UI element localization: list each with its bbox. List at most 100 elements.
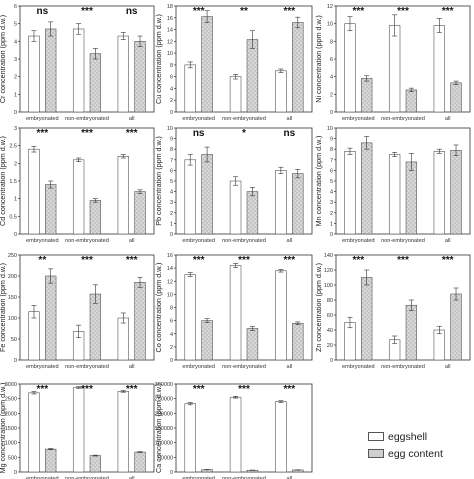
x-tick-label: non-embryonated [381,238,425,244]
bar-eggshell [275,270,287,361]
x-tick-label: non-embryonated [65,476,109,479]
legend-label-egg-content: egg content [388,447,443,460]
bar-eggshell [433,151,445,235]
y-tick-label: 8 [170,147,173,153]
y-axis-label: Fe concentration (ppm d.w.) [0,263,7,352]
x-tick-label: embryonated [182,364,215,370]
plot-frame [19,383,155,473]
x-tick-label: embryonated [342,238,375,244]
significance-label: *** [397,255,409,266]
y-tick-label: 12 [327,4,333,10]
y-tick-label: 2 [14,161,17,167]
y-tick-label: 100000 [155,441,173,447]
y-tick-label: 16 [167,16,173,22]
y-axis-label: Cd concentration (ppm d.w.) [0,136,7,226]
y-tick-label: 120 [324,268,333,274]
x-tick-label: all [445,116,451,122]
bar-egg-content [246,39,259,113]
y-tick-label: 1 [330,221,333,227]
bar-egg-content [89,200,102,235]
bar-eggshell [275,70,287,113]
significance-label: *** [126,384,138,395]
y-tick-label: 0 [14,470,17,476]
bar-eggshell [28,148,40,235]
y-tick-label: 1000 [5,441,17,447]
x-tick-label: non-embryonated [65,116,109,122]
bar-eggshell [117,391,129,473]
bar-egg-content [361,277,373,361]
y-tick-label: 3 [14,126,17,132]
y-tick-label: 150 [8,295,17,301]
bar-eggshell [344,322,356,361]
bar-eggshell [184,64,196,113]
x-tick-label: all [445,364,451,370]
y-tick-label: 250 [8,253,17,259]
y-tick-label: 0 [330,232,333,238]
y-tick-label: 80 [327,298,333,304]
y-tick-label: 8 [170,306,173,312]
significance-label: ns [193,128,205,139]
y-tick-label: 140 [324,253,333,259]
x-tick-label: non-embryonated [381,116,425,122]
x-tick-label: embryonated [182,116,215,122]
y-tick-label: 150000 [155,426,173,432]
bar-egg-content [405,161,418,235]
x-tick-label: all [287,364,293,370]
y-tick-label: 100 [324,283,333,289]
y-tick-label: 4 [170,190,173,196]
significance-label: *** [36,128,48,139]
x-tick-label: non-embryonated [65,364,109,370]
bar-eggshell [229,396,242,473]
y-tick-label: 9 [170,137,173,143]
bar-egg-content [361,142,373,235]
y-tick-label: 3 [330,200,333,206]
y-tick-label: 14 [167,266,173,272]
bar-egg-content [45,275,57,361]
bar-eggshell [229,180,242,235]
plot-frame [335,254,471,361]
y-axis-label: Ni concentration (ppm d.w.) [314,15,323,103]
x-tick-label: embryonated [26,238,59,244]
bar-egg-content [134,451,146,473]
y-tick-label: 2 [330,92,333,98]
y-tick-label: 4 [330,190,333,196]
significance-label: *** [81,6,93,17]
y-tick-label: 16 [167,253,173,259]
y-tick-label: 0 [170,110,173,116]
bar-eggshell [433,25,445,113]
y-axis-label: Mg concentration (ppm d.w.) [0,383,7,474]
y-tick-label: 8 [170,63,173,69]
y-tick-label: 6 [330,168,333,174]
significance-label: ** [240,6,248,17]
y-tick-label: 1.5 [9,179,17,185]
bar-eggshell [72,28,85,113]
bar-egg-content [361,78,373,113]
x-tick-label: embryonated [182,476,215,479]
x-tick-label: all [129,238,135,244]
bar-eggshell [229,76,242,113]
y-tick-label: 0 [330,358,333,364]
y-axis-label: Zn concentration (ppm d.w.) [314,263,323,352]
significance-label: *** [126,255,138,266]
plot-frame [175,127,313,235]
y-tick-label: 4 [14,39,17,45]
plot-frame [335,127,471,235]
y-tick-label: 8 [330,147,333,153]
x-tick-label: embryonated [26,476,59,479]
bar-egg-content [134,191,146,235]
x-tick-label: all [287,238,293,244]
x-tick-label: embryonated [342,364,375,370]
y-tick-label: 200000 [155,411,173,417]
plot-frame [175,254,313,361]
bar-eggshell [28,311,40,361]
y-tick-label: 250000 [155,397,173,403]
y-axis-label: Cu concentration (ppm d.w.) [154,14,163,104]
legend-item-egg-content: egg content [368,445,472,462]
y-tick-label: 9 [330,137,333,143]
bar-egg-content [246,328,259,361]
y-tick-label: 4 [170,332,173,338]
bar-egg-content [292,322,304,361]
significance-label: *** [397,6,409,17]
y-tick-label: 0.5 [9,214,17,220]
